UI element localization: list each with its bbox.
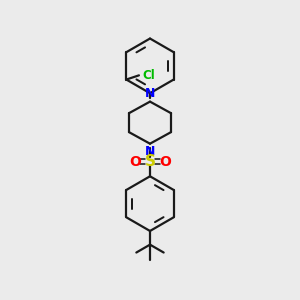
Text: S: S: [145, 154, 155, 169]
Text: N: N: [145, 87, 155, 100]
Text: Cl: Cl: [142, 69, 155, 82]
Text: N: N: [145, 146, 155, 158]
Text: O: O: [129, 154, 141, 169]
Text: O: O: [159, 154, 171, 169]
